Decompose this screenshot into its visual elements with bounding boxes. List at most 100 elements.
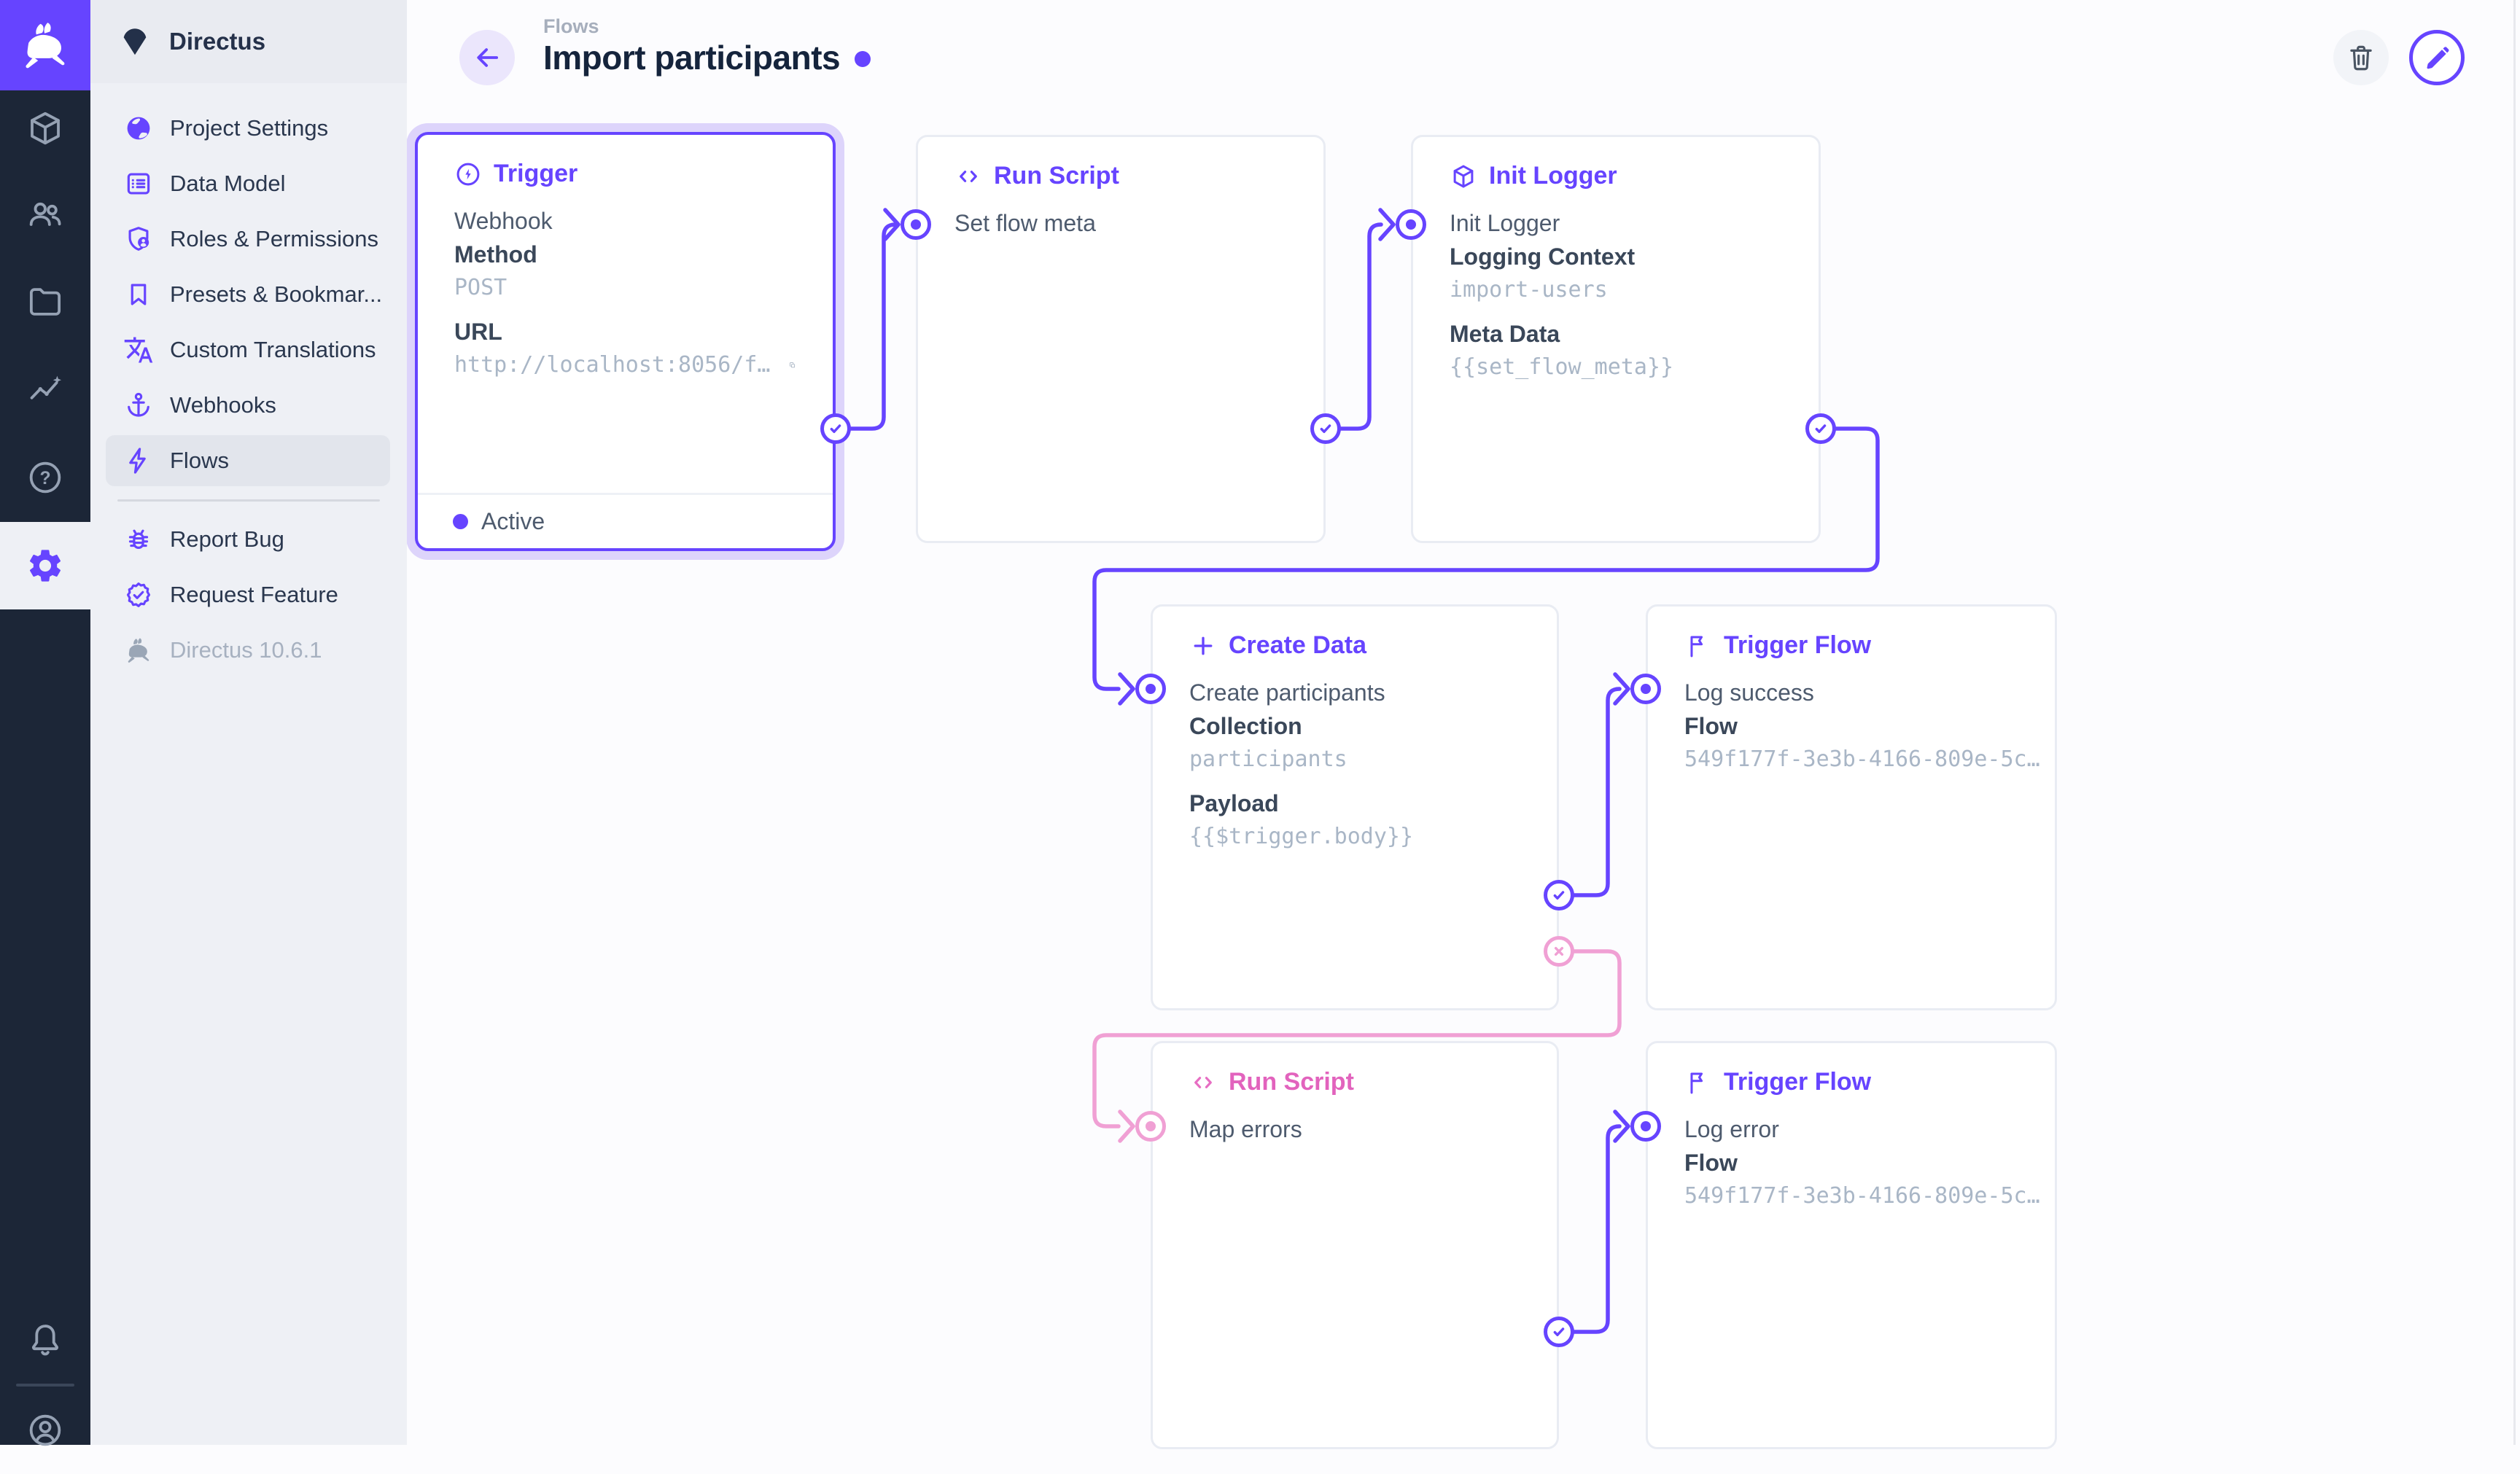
port-resolve-run-script-errors[interactable] (1544, 1317, 1574, 1347)
sidebar-version: Directus 10.6.1 (106, 625, 390, 676)
trigger-status: Active (418, 493, 833, 548)
flag-icon (1690, 635, 1703, 657)
module-bar-divider (16, 1384, 74, 1387)
port-input-init-logger[interactable] (1396, 209, 1426, 240)
port-reject-create-data[interactable] (1544, 936, 1574, 967)
node-init-logger[interactable]: Init Logger Init Logger Logging Context … (1411, 135, 1821, 543)
field-label: Method (454, 241, 537, 268)
port-input-run-script-errors[interactable] (1135, 1111, 1166, 1142)
port-input-run-script-meta[interactable] (901, 209, 931, 240)
module-users[interactable] (0, 171, 90, 258)
field-value: import-users (1450, 277, 1608, 303)
port-dot (1146, 684, 1156, 694)
node-name: Log error (1684, 1116, 1779, 1142)
x-icon (1554, 946, 1564, 956)
seal-check-icon (126, 582, 151, 607)
port-resolve-run-script-meta[interactable] (1310, 413, 1341, 444)
node-run-script-map-errors[interactable]: Run Script Map errors (1151, 1041, 1559, 1449)
sidebar-item-webhooks[interactable]: Webhooks (106, 380, 390, 431)
node-run-script-set-flow-meta[interactable]: Run Script Set flow meta (916, 135, 1326, 543)
sidebar-item-label: Report Bug (170, 526, 284, 552)
port-input-create-data[interactable] (1135, 674, 1166, 704)
node-create-data[interactable]: Create Data Create participants Collecti… (1151, 604, 1559, 1010)
sidebar-item-flows[interactable]: Flows (106, 435, 390, 486)
port-dot (1641, 684, 1651, 694)
pencil-icon (2427, 47, 2449, 69)
field-value: 549f177f-3e3b-4166-809e-5c… (1684, 746, 2040, 772)
project-name: Directus (169, 28, 266, 55)
sidebar-item-label: Presets & Bookmar... (170, 281, 383, 307)
sidebar-item-label: Webhooks (170, 392, 276, 418)
project-header[interactable]: Directus (90, 0, 407, 83)
field-label: Logging Context (1450, 243, 1636, 270)
sidebar-nav: Project Settings Data Model Roles & Perm… (90, 103, 407, 680)
anchor-icon (128, 392, 149, 417)
avatar-icon (29, 1414, 61, 1446)
module-settings[interactable] (0, 522, 90, 609)
scrollbar-track[interactable] (2513, 0, 2516, 1445)
shield-user-icon (128, 227, 149, 251)
sidebar-item-request-feature[interactable]: Request Feature (106, 569, 390, 620)
node-title: Init Logger (1450, 162, 1819, 190)
unsaved-dot (855, 51, 871, 67)
globe-icon (127, 117, 150, 140)
sidebar-item-custom-translations[interactable]: Custom Translations (106, 324, 390, 375)
port-input-trigger-flow-error[interactable] (1630, 1111, 1661, 1142)
check-icon (1320, 424, 1331, 433)
bell-icon (31, 1325, 59, 1356)
back-button[interactable] (459, 30, 515, 85)
port-dot (911, 219, 921, 230)
field-label: Meta Data (1450, 321, 1560, 347)
node-trigger[interactable]: Trigger Webhook Method POST URL http://l… (415, 132, 836, 551)
module-files[interactable] (0, 258, 90, 346)
port-resolve-create-data[interactable] (1544, 880, 1574, 910)
copy-icon[interactable] (789, 352, 796, 378)
sidebar-item-project-settings[interactable]: Project Settings (106, 103, 390, 154)
sidebar: Directus Project Settings Data Model (90, 0, 407, 1445)
port-resolve-init-logger[interactable] (1805, 413, 1836, 444)
code-icon (1194, 1076, 1212, 1088)
port-input-trigger-flow-success[interactable] (1630, 674, 1661, 704)
sidebar-item-label: Custom Translations (170, 337, 376, 362)
sidebar-item-label: Data Model (170, 171, 286, 196)
translate-icon (124, 337, 153, 363)
bolt-circle-icon (456, 163, 480, 185)
delete-flow-button[interactable] (2333, 30, 2389, 85)
node-trigger-flow-success[interactable]: Trigger Flow Log success Flow 549f177f-3… (1646, 604, 2057, 1010)
check-icon (1815, 424, 1827, 433)
gear-icon (29, 550, 61, 582)
help-icon: ? (29, 461, 61, 494)
breadcrumb[interactable]: Flows (543, 15, 599, 37)
cube-icon (1453, 165, 1474, 187)
notifications-button[interactable] (0, 1296, 90, 1384)
sidebar-item-presets-bookmarks[interactable]: Presets & Bookmar... (106, 269, 390, 320)
directus-logo[interactable] (0, 0, 90, 90)
check-icon (1553, 891, 1565, 900)
node-trigger-flow-error[interactable]: Trigger Flow Log error Flow 549f177f-3e3… (1646, 1041, 2057, 1449)
sidebar-item-roles-permissions[interactable]: Roles & Permissions (106, 214, 390, 265)
field-value: participants (1189, 746, 1348, 772)
module-content[interactable] (0, 85, 90, 172)
module-help[interactable]: ? (0, 434, 90, 521)
code-icon (960, 170, 977, 182)
field-label: URL (454, 319, 502, 345)
insights-icon (30, 375, 62, 399)
bookmark-icon (131, 284, 147, 305)
module-bar: ? (0, 0, 90, 1446)
port-dot (1406, 219, 1416, 230)
port-resolve-trigger[interactable] (820, 413, 851, 444)
flag-icon (1690, 1072, 1703, 1093)
trash-icon (2350, 45, 2372, 71)
bolt-icon (129, 448, 146, 474)
trigger-url: http://localhost:8056/f… (454, 352, 771, 378)
module-insights[interactable] (0, 346, 90, 434)
page-title-row: Import participants (543, 38, 871, 77)
field-label: Flow (1684, 1150, 1738, 1176)
account-button[interactable] (0, 1387, 90, 1474)
check-icon (1553, 1327, 1565, 1336)
edit-flow-button[interactable] (2409, 30, 2465, 85)
field-value: {{$trigger.body}} (1189, 824, 1414, 849)
sidebar-item-report-bug[interactable]: Report Bug (106, 514, 390, 565)
folder-icon (29, 288, 61, 316)
sidebar-item-data-model[interactable]: Data Model (106, 158, 390, 209)
